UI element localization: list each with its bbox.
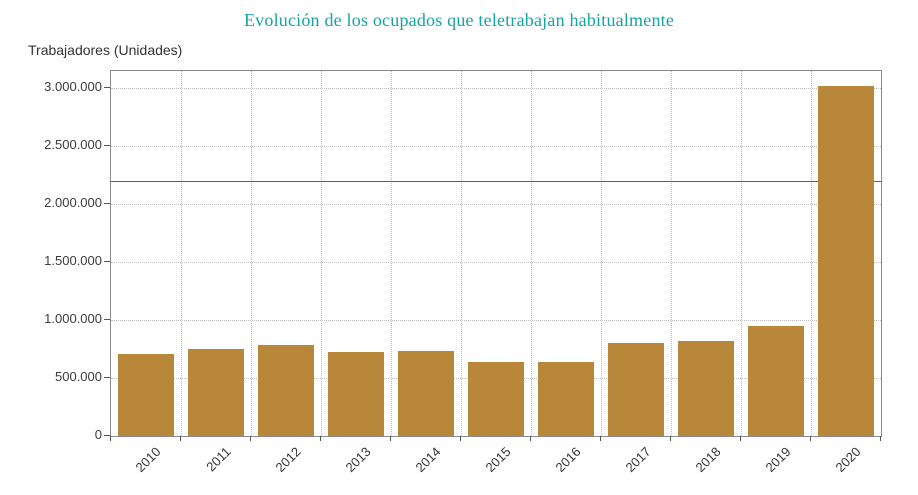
bar-2013[interactable] (328, 352, 384, 436)
x-axis-tick-mark (460, 436, 461, 441)
x-axis-tick-mark (740, 436, 741, 441)
y-axis-tick-label: 500.000 (55, 369, 102, 385)
bar-2010[interactable] (118, 353, 174, 436)
y-axis-tick-label: 1.000.000 (44, 311, 102, 327)
x-axis-tick-label: 2015 (482, 444, 514, 476)
y-axis-tick-label: 2.500.000 (44, 137, 102, 153)
bar-2018[interactable] (678, 341, 734, 436)
x-axis-tick-mark (250, 436, 251, 441)
reference-line (111, 181, 881, 183)
x-axis-tick-mark (180, 436, 181, 441)
y-axis-tick-mark (104, 435, 110, 436)
bar-2019[interactable] (748, 325, 804, 436)
bar-2017[interactable] (608, 343, 664, 436)
x-axis-tick-mark (670, 436, 671, 441)
bar-2015[interactable] (468, 361, 524, 436)
x-axis-tick-label: 2020 (832, 444, 864, 476)
x-gridline (461, 71, 462, 436)
y-axis-tick-label: 2.000.000 (44, 195, 102, 211)
bar-2014[interactable] (398, 350, 454, 436)
x-axis-tick-label: 2012 (272, 444, 304, 476)
x-axis-tick-label: 2017 (622, 444, 654, 476)
plot-area (110, 70, 882, 437)
x-axis-tick-label: 2011 (203, 444, 234, 475)
x-axis-tick-label: 2013 (342, 444, 374, 476)
y-axis-unit-label: Trabajadores (Unidades) (28, 42, 183, 58)
x-axis-tick-label: 2014 (412, 444, 444, 476)
y-axis-tick-mark (104, 87, 110, 89)
x-gridline (811, 71, 812, 436)
x-axis-tick-label: 2018 (692, 444, 724, 476)
y-axis-tick-label: 0 (94, 427, 102, 442)
y-gridline (111, 88, 881, 90)
x-axis-tick-mark (320, 436, 321, 441)
x-gridline (321, 71, 322, 436)
y-gridline (111, 146, 881, 148)
x-axis-tick-mark (810, 436, 811, 441)
x-gridline (601, 71, 602, 436)
x-gridline (391, 71, 392, 436)
y-gridline (111, 204, 881, 206)
x-axis-tick-mark (390, 436, 391, 441)
bar-2012[interactable] (258, 344, 314, 436)
x-axis-tick-label: 2019 (762, 444, 794, 476)
y-axis-tick-mark (104, 203, 110, 205)
y-gridline (111, 320, 881, 322)
x-gridline (671, 71, 672, 436)
x-axis-tick-label: 2010 (132, 444, 164, 476)
x-axis-tick-mark (110, 436, 111, 441)
bar-2016[interactable] (538, 361, 594, 436)
y-axis-tick-mark (104, 377, 110, 379)
bar-2011[interactable] (188, 349, 244, 436)
chart-title: Evolución de los ocupados que teletrabaj… (243, 10, 675, 30)
x-gridline (251, 71, 252, 436)
y-axis-tick-label: 3.000.000 (44, 79, 102, 95)
y-gridline (111, 262, 881, 264)
x-gridline (741, 71, 742, 436)
x-axis-tick-label: 2016 (552, 444, 584, 476)
x-axis-tick-mark (880, 436, 881, 441)
x-axis-tick-mark (600, 436, 601, 441)
y-axis-tick-mark (104, 319, 110, 321)
y-axis-tick-mark (104, 145, 110, 147)
x-axis-tick-mark (530, 436, 531, 441)
x-gridline (181, 71, 182, 436)
y-axis-tick-label: 1.500.000 (44, 253, 102, 269)
bar-2020[interactable] (818, 86, 874, 436)
y-axis-tick-mark (104, 261, 110, 263)
x-gridline (531, 71, 532, 436)
